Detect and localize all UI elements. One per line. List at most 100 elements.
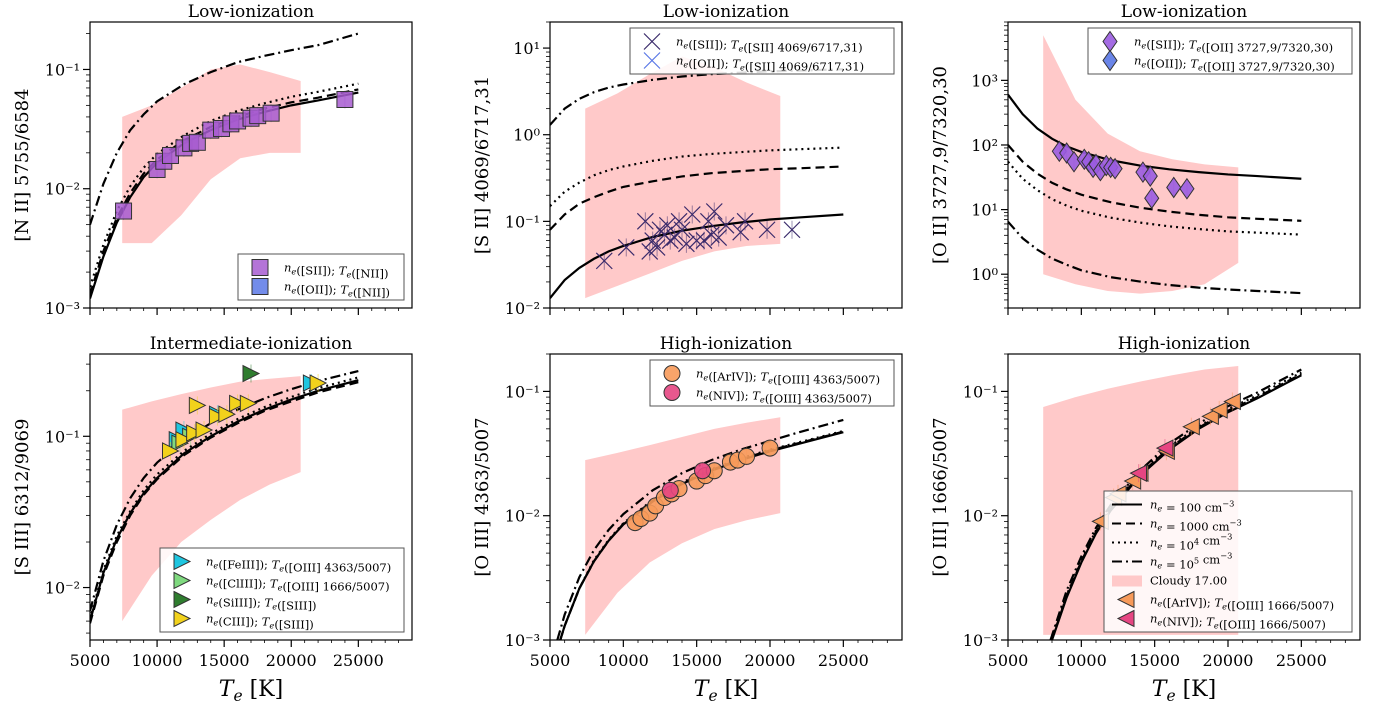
- x-tick-label: 20000: [266, 651, 317, 670]
- model-curve-dotted: [550, 146, 844, 207]
- legend-cloudy-swatch: [1112, 575, 1142, 587]
- data-point: [1166, 176, 1182, 199]
- data-point: [242, 364, 261, 383]
- legend-label: ne(SiIII]); Te([SIII]): [206, 593, 317, 613]
- legend-label: ne([SII]); Te([SII] 4069/6717,31): [676, 35, 863, 55]
- legend-marker: [173, 609, 192, 628]
- data-point: [661, 232, 679, 250]
- cloudy-band: [585, 417, 781, 635]
- data-point: [1210, 401, 1228, 419]
- data-point: [677, 235, 695, 253]
- legend-label: ne([ClIII]); Te([OIII] 1666/5007): [206, 574, 390, 594]
- legend: ne([SII]); Te([OII] 3727,9/7320,30)ne([O…: [1087, 27, 1353, 75]
- data-point: [736, 212, 754, 230]
- y-axis-label: [N II] 5755/6584: [12, 88, 33, 241]
- legend: ne = 100 cm−3 ne = 1000 cm−3ne = 104 cm−3…: [1103, 490, 1353, 633]
- data-point: [1182, 417, 1200, 436]
- data-point: [208, 407, 227, 426]
- legend-label: ne(CIII]); Te([SIII]): [206, 612, 314, 632]
- data-point: [1201, 407, 1219, 426]
- panel-title: High-ionization: [660, 334, 792, 354]
- data-point: [694, 462, 712, 480]
- x-axis-label: Te [K]: [694, 677, 758, 702]
- x-tick-label: 15000: [1129, 651, 1180, 670]
- legend-label: ne([SII]); Te([NII]): [284, 261, 388, 281]
- legend-box: [1103, 490, 1353, 633]
- panel-title: Intermediate-ionization: [150, 334, 353, 354]
- data-point: [658, 216, 676, 234]
- legend: ne([ArIV]); Te([OIII] 4363/5007)ne(NIV])…: [649, 359, 895, 407]
- legend-label: ne = 1000 cm−3: [1150, 517, 1242, 534]
- legend-marker: [173, 571, 192, 590]
- legend-label: ne(NIV]); Te([OIII] 4363/5007): [696, 386, 872, 406]
- y-tick-label: 10⁻²: [505, 507, 540, 526]
- x-tick-label: 15000: [199, 651, 250, 670]
- data-point: [758, 221, 776, 239]
- x-tick-label: 25000: [333, 651, 384, 670]
- data-point: [1142, 165, 1158, 187]
- panel-title: Low-ionization: [663, 2, 789, 22]
- x-tick-label: 20000: [745, 651, 796, 670]
- legend-label: ne([ArIV]); Te([OIII] 1666/5007): [1150, 593, 1334, 613]
- legend-label: ne = 104 cm−3: [1150, 532, 1232, 553]
- legend-label: ne(NIV]); Te([OIII] 1666/5007): [1150, 612, 1326, 632]
- legend-label: ne([SII]); Te([OII] 3727,9/7320,30): [1134, 35, 1333, 55]
- legend: ne([SII]); Te([SII] 4069/6717,31)ne([OII…: [629, 27, 895, 75]
- data-point: [688, 232, 706, 250]
- data-point: [188, 133, 206, 151]
- x-tick-label: 5000: [70, 651, 111, 670]
- legend-marker: [173, 552, 192, 571]
- legend-marker: [663, 365, 681, 382]
- data-point: [648, 239, 666, 256]
- y-tick-label: 10⁰: [971, 265, 998, 284]
- y-axis-label: [S II] 4069/6717,31: [472, 76, 493, 254]
- y-axis-label: [O III] 4363/5007: [472, 417, 493, 576]
- legend-label: ne([FeIII]); Te([OIII] 4363/5007): [206, 555, 391, 575]
- legend-label: ne = 100 cm−3: [1150, 498, 1234, 515]
- oiii-uv-panel: 5000 10000 15000 20000 25000 10⁻³ 10⁻² 10⁻¹ High…: [930, 334, 1361, 702]
- model-curve-dashed: [550, 165, 844, 231]
- legend-label: ne = 105 cm−3: [1150, 551, 1232, 572]
- y-tick-label: 10¹: [971, 201, 998, 220]
- data-point: [1123, 472, 1142, 490]
- data-point: [699, 212, 717, 230]
- data-point: [175, 430, 194, 449]
- data-point: [309, 374, 328, 392]
- panel-title: Low-ionization: [1121, 2, 1247, 22]
- y-tick-label: 10⁻³: [45, 299, 80, 318]
- y-tick-label: 10⁻²: [505, 299, 540, 318]
- data-point: [1155, 439, 1174, 457]
- cloudy-band: [122, 64, 301, 244]
- data-point: [617, 239, 635, 256]
- x-axis-label: Te [K]: [1152, 677, 1216, 702]
- legend-marker: [251, 278, 269, 295]
- y-tick-label: 10⁻¹: [45, 427, 80, 446]
- y-axis-label: [O III] 1666/5007: [930, 417, 951, 576]
- cloudy-band: [122, 376, 301, 622]
- panel-title: Low-ionization: [188, 2, 314, 22]
- x-tick-label: 10000: [598, 651, 649, 670]
- legend-label: Cloudy 17.00: [1150, 574, 1227, 588]
- x-tick-label: 15000: [671, 651, 722, 670]
- model-curve-dashdot: [550, 68, 844, 126]
- legend-label: ne([OII]); Te([NII]): [284, 280, 390, 300]
- y-tick-label: 10²: [971, 136, 998, 155]
- oiii-optical-panel: 5000 10000 15000 20000 25000 10⁻³ 10⁻² 10⁻¹ High…: [472, 334, 903, 702]
- y-axis-label: [O II] 3727,9/7320,30: [930, 66, 951, 264]
- model-curve-dashed: [1008, 144, 1302, 222]
- nii-panel: 10⁻³ 10⁻² 10⁻¹ Low-ionization [N II] 5755/65…: [12, 2, 413, 318]
- legend-marker: [173, 590, 192, 609]
- x-tick-label: 10000: [132, 651, 183, 670]
- y-tick-label: 10⁻¹: [505, 382, 540, 401]
- data-point: [1144, 187, 1160, 210]
- data-point: [661, 481, 679, 499]
- data-point: [336, 90, 354, 108]
- x-tick-label: 5000: [988, 651, 1029, 670]
- model-curve-dashed: [90, 381, 359, 624]
- data-point: [195, 421, 214, 439]
- data-point: [115, 202, 133, 220]
- x-tick-label: 10000: [1056, 651, 1107, 670]
- legend-box: [629, 27, 895, 75]
- model-curve-dashdot: [1008, 220, 1302, 295]
